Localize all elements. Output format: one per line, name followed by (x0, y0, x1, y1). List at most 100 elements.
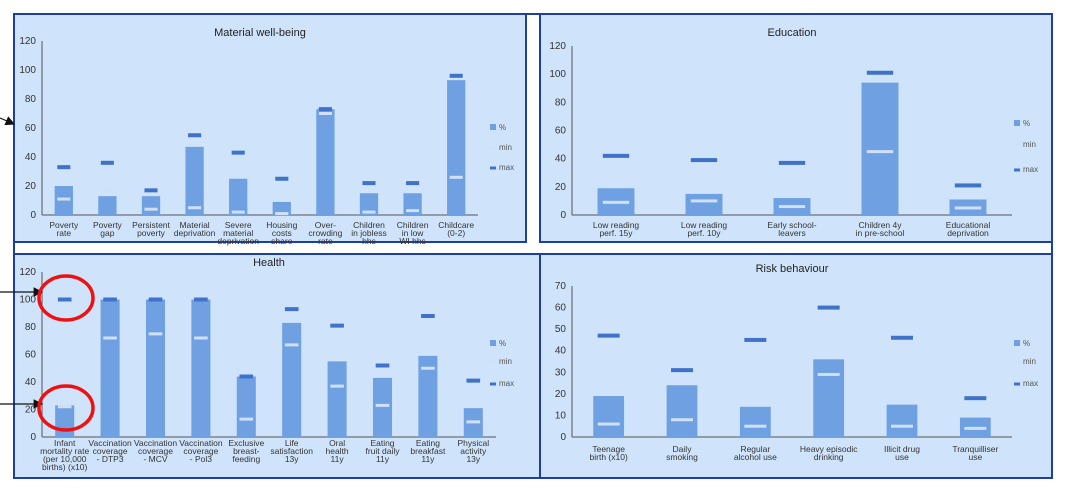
category-label: Eating (416, 438, 440, 448)
legend-label: max (1023, 379, 1038, 388)
category-label: use (968, 452, 982, 462)
max-marker (148, 297, 163, 302)
legend-label: max (1023, 165, 1038, 174)
category-label: births) (x10) (42, 462, 88, 472)
y-tick-label: 60 (555, 303, 567, 314)
y-tick-label: 40 (555, 154, 567, 165)
bar (813, 359, 845, 437)
category-label: breast- (233, 446, 260, 456)
max-marker (866, 70, 894, 75)
legend-label: max (499, 379, 514, 388)
category-label: Children (353, 220, 385, 230)
min-marker (406, 209, 420, 213)
category-label: - MCV (143, 454, 167, 464)
category-label: share (271, 236, 293, 246)
annotation-arrow (0, 116, 16, 126)
category-label: 11y (421, 454, 435, 464)
max-marker (449, 73, 463, 78)
legend-swatch-max (1014, 382, 1020, 386)
category-label: gap (100, 228, 114, 238)
y-tick-label: 40 (25, 377, 37, 388)
max-marker (466, 378, 481, 383)
min-marker (449, 175, 463, 179)
highlight-circle (37, 384, 95, 432)
bar (191, 299, 211, 437)
max-marker (744, 337, 767, 342)
bar (98, 196, 117, 215)
max-marker (597, 333, 620, 338)
max-marker (375, 363, 390, 368)
bar (55, 405, 75, 437)
category-label: use (895, 452, 909, 462)
legend-swatch-bar (1014, 340, 1020, 346)
category-label: Eating (370, 438, 394, 448)
min-marker (466, 420, 481, 424)
max-marker (57, 297, 72, 302)
max-marker (188, 133, 202, 138)
category-label: Vaccination (88, 438, 132, 448)
category-label: 11y (376, 454, 390, 464)
category-label: satisfaction (270, 446, 313, 456)
bar (359, 193, 379, 215)
category-label: leavers (778, 228, 805, 238)
max-marker (275, 176, 289, 181)
legend-swatch-max (490, 166, 496, 170)
y-tick-label: 0 (30, 432, 36, 443)
category-label: alcohol use (734, 452, 777, 462)
category-label: Early school- (767, 220, 816, 230)
max-marker (891, 335, 913, 340)
y-tick-label: 70 (555, 281, 567, 292)
category-label: Housing (266, 220, 297, 230)
category-label: costs (272, 228, 292, 238)
chart-title: Education (768, 27, 817, 39)
category-label: (0-2) (447, 228, 465, 238)
legend-label: % (499, 339, 506, 348)
max-marker (194, 297, 208, 302)
legend-label: % (1023, 339, 1030, 348)
max-marker (362, 181, 376, 186)
max-marker (671, 368, 693, 373)
bar (316, 109, 335, 215)
y-tick-label: 40 (555, 346, 567, 357)
max-marker (406, 181, 420, 186)
min-marker (362, 210, 376, 214)
chart-legend: % min max (490, 339, 514, 388)
legend-swatch-bar (490, 340, 496, 346)
y-tick-label: 80 (25, 322, 37, 333)
min-marker (891, 424, 913, 428)
chart-legend: % min max (490, 123, 514, 172)
y-tick-label: 120 (19, 36, 36, 47)
bar (685, 193, 723, 215)
min-marker (148, 332, 163, 336)
max-marker (964, 396, 987, 401)
category-label: deprivation (947, 228, 989, 238)
bar (229, 178, 248, 215)
category-label: Over- (315, 220, 336, 230)
max-marker (330, 323, 344, 328)
y-tick-label: 100 (19, 295, 36, 306)
category-label: coverage (93, 446, 128, 456)
category-label: Tranquilliser (952, 444, 998, 454)
legend-label: min (499, 143, 512, 152)
chart-title: Health (253, 257, 285, 269)
category-label: fruit daily (365, 446, 400, 456)
bar (282, 322, 302, 437)
bar (185, 146, 204, 215)
y-tick-label: 60 (25, 350, 37, 361)
category-label: Vaccination (134, 438, 178, 448)
bar (145, 299, 166, 437)
y-tick-label: 0 (560, 210, 566, 221)
legend-label: min (1023, 140, 1036, 149)
min-marker (954, 206, 982, 210)
max-marker (100, 160, 114, 165)
min-marker (375, 403, 390, 407)
category-label: Infant (54, 438, 76, 448)
min-marker (57, 405, 72, 409)
category-label: Severe (225, 220, 252, 230)
y-tick-label: 20 (555, 182, 567, 193)
category-label: - Pol3 (190, 454, 212, 464)
min-marker (817, 372, 840, 376)
max-marker (144, 188, 158, 193)
